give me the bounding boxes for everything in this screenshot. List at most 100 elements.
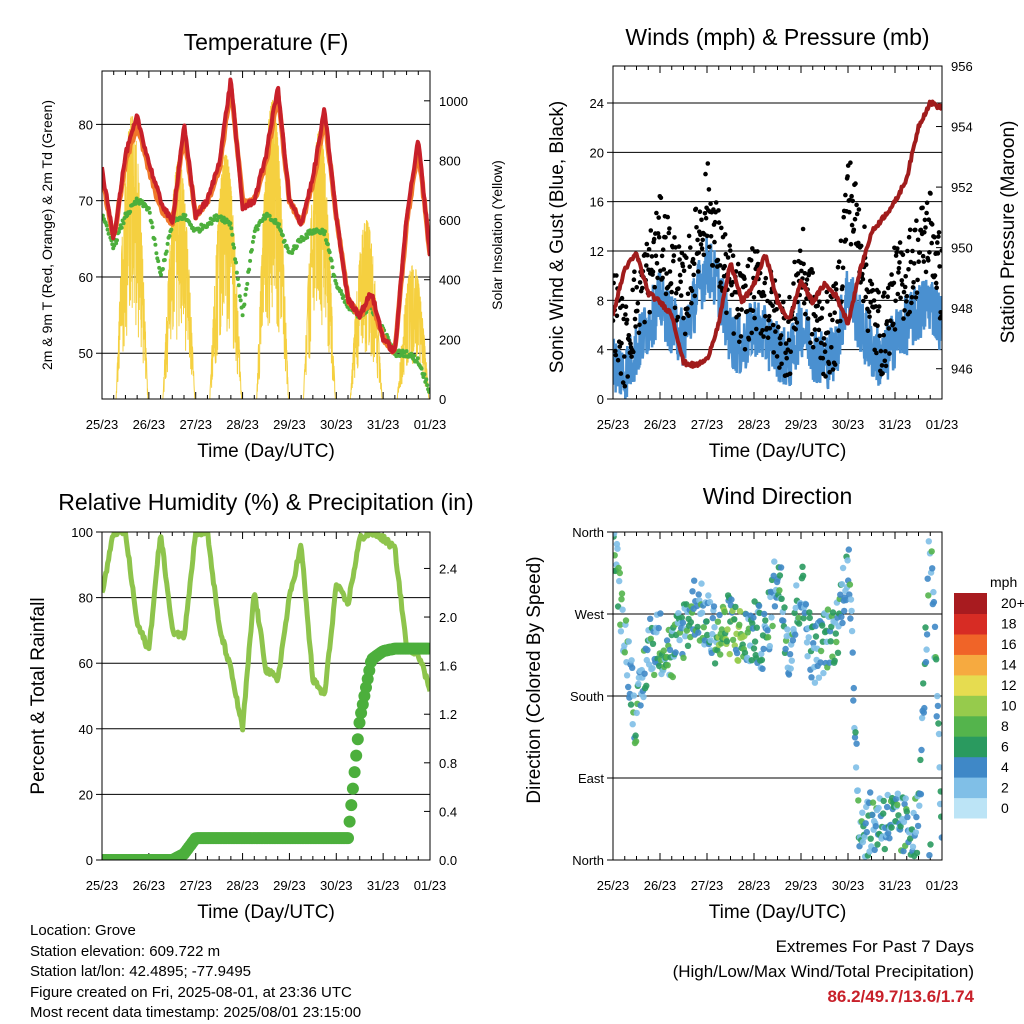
dewpoint-point xyxy=(104,223,109,228)
gust-point xyxy=(805,316,811,321)
gust-point xyxy=(819,306,825,311)
wind-direction-point xyxy=(851,734,859,741)
gust-point xyxy=(797,248,803,254)
gust-point xyxy=(836,328,841,333)
plot-area xyxy=(613,99,942,399)
gust-point xyxy=(710,263,716,268)
y-tick-label: 80 xyxy=(79,591,93,606)
y-right-tick-label: 2.4 xyxy=(439,561,457,576)
gust-point xyxy=(766,317,771,323)
gust-point xyxy=(777,365,782,370)
colorbar-title: mph xyxy=(990,574,1017,590)
wind-direction-point xyxy=(922,658,930,666)
solar-insolation-line xyxy=(383,265,430,399)
wind-direction-point xyxy=(616,569,623,577)
wind-direction-point xyxy=(684,642,692,649)
gust-point xyxy=(648,228,654,233)
wind-direction-point xyxy=(633,709,640,717)
gust-point xyxy=(784,355,789,361)
colorbar-swatch xyxy=(954,593,987,614)
wind-direction-point xyxy=(728,596,735,603)
gust-point xyxy=(623,312,628,317)
gust-point xyxy=(655,275,660,281)
gust-point xyxy=(760,328,765,333)
x-tick-label: 01/23 xyxy=(414,878,447,893)
chart-title: Wind Direction xyxy=(703,483,853,509)
dewpoint-point xyxy=(228,221,233,226)
wind-direction-point xyxy=(901,800,908,808)
gust-point xyxy=(687,264,692,270)
x-tick-label: 30/23 xyxy=(320,417,353,432)
wind-direction-point xyxy=(698,580,705,587)
dewpoint-point xyxy=(121,221,126,226)
gust-point xyxy=(750,308,756,314)
gust-point xyxy=(843,237,849,243)
dewpoint-point xyxy=(330,265,335,270)
gust-point xyxy=(832,362,838,367)
y-right-tick-label: 0.4 xyxy=(439,804,457,819)
dewpoint-point xyxy=(237,294,242,299)
wind-direction-point xyxy=(771,603,779,610)
gust-point xyxy=(892,327,898,332)
gust-point xyxy=(804,277,810,282)
gust-point xyxy=(816,327,822,333)
gust-point xyxy=(883,363,889,369)
wind-direction-point xyxy=(832,630,839,637)
gust-point xyxy=(901,316,906,321)
gust-point xyxy=(922,217,928,223)
plot-frame xyxy=(101,531,431,861)
gust-point xyxy=(935,240,940,245)
y-right-tick-label: 952 xyxy=(951,180,973,195)
wind-direction-point xyxy=(785,671,793,678)
wind-direction-point xyxy=(918,746,925,754)
rainfall-point xyxy=(346,782,359,795)
gust-point xyxy=(619,295,625,301)
y-axis-label: Percent & Total Rainfall xyxy=(28,597,49,794)
wind-direction-point xyxy=(619,606,626,613)
wind-direction-point xyxy=(918,714,926,722)
gust-point xyxy=(801,261,806,267)
wind-direction-point xyxy=(776,572,784,579)
dewpoint-point xyxy=(102,213,105,218)
wind-direction-point xyxy=(691,577,698,584)
wind-direction-point xyxy=(711,624,718,631)
gust-point xyxy=(885,294,890,300)
gust-point xyxy=(694,225,699,230)
wind-direction-point xyxy=(806,609,813,616)
wind-direction-point xyxy=(808,674,815,681)
wind-direction-point xyxy=(819,622,826,629)
dewpoint-point xyxy=(230,232,235,237)
x-tick-label: 01/23 xyxy=(926,417,959,432)
plot-frame xyxy=(612,531,943,861)
wind-direction-point xyxy=(786,651,794,658)
gust-point xyxy=(739,307,744,312)
dewpoint-point xyxy=(149,220,154,225)
gust-point xyxy=(763,314,768,319)
gust-point xyxy=(922,230,927,235)
gust-point xyxy=(848,241,854,247)
wind-direction-point xyxy=(657,610,664,617)
gust-point xyxy=(870,288,876,293)
gust-point xyxy=(723,251,729,257)
dewpoint-point xyxy=(154,251,159,256)
plot-area xyxy=(613,532,942,860)
wind-direction-point xyxy=(640,693,647,701)
y-right-tick-label: 956 xyxy=(951,59,973,74)
gust-point xyxy=(895,291,901,297)
wind-direction-point xyxy=(881,845,888,853)
wind-direction-point xyxy=(838,581,846,588)
gust-point xyxy=(615,357,621,363)
plot-area xyxy=(102,532,430,860)
direction-label: East xyxy=(578,771,604,786)
gust-point xyxy=(706,187,712,192)
wind-direction-point xyxy=(894,790,901,797)
gust-point xyxy=(634,285,639,290)
gust-point xyxy=(809,331,815,337)
wind-direction-point xyxy=(780,617,787,625)
wind-direction-point xyxy=(869,799,877,806)
wind-direction-point xyxy=(731,616,738,623)
gust-point xyxy=(620,380,626,385)
x-tick-label: 26/23 xyxy=(644,417,677,432)
wind-direction-point xyxy=(936,800,942,808)
dewpoint-point xyxy=(412,353,417,358)
